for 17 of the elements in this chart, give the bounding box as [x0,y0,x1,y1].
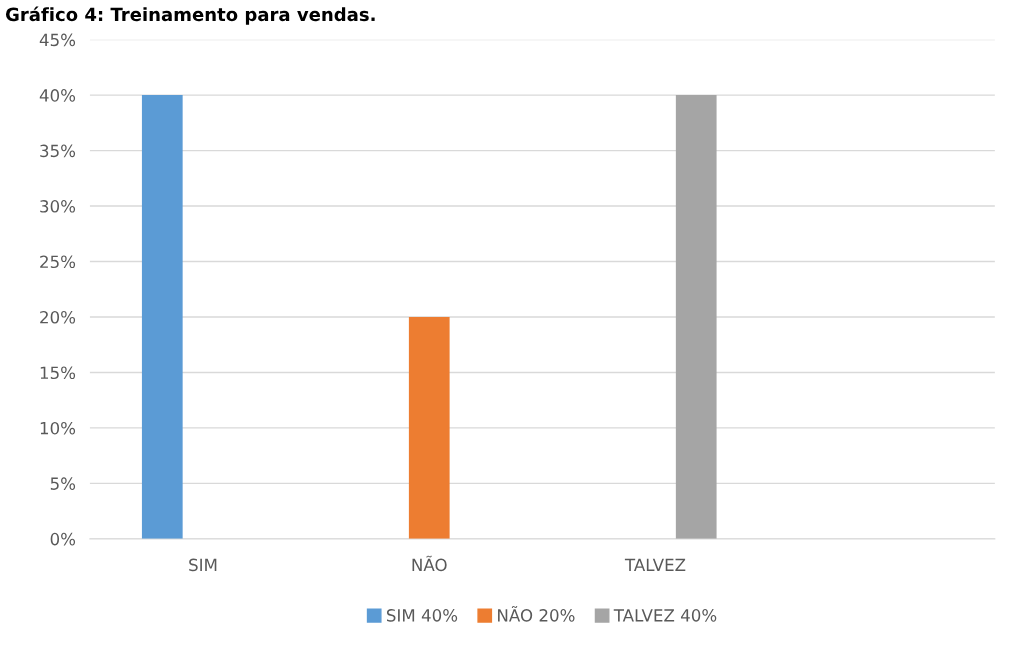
x-tick-label: SIM [189,558,217,572]
legend-label: NÃO 20% [498,606,575,622]
legend-label: TALVEZ 40% [613,609,717,622]
chart-title: Gráfico 4: Treinamento para vendas. [5,6,375,25]
x-tick-label: TALVEZ [624,558,686,571]
y-tick-label: 40% [39,89,76,102]
y-tick-label: 10% [40,421,76,435]
legend-label: SIM 40% [386,609,458,622]
y-tick-label: 15% [40,366,76,380]
y-tick-label: 0% [50,532,76,546]
y-tick-label: 30% [40,200,76,213]
y-tick-label: 45% [39,33,76,47]
x-tick-label: NÃO [412,555,447,572]
y-tick-label: 25% [40,255,76,269]
y-tick-label: 20% [40,310,76,324]
y-tick-label: 35% [40,144,76,158]
y-tick-label: 5% [50,477,76,490]
